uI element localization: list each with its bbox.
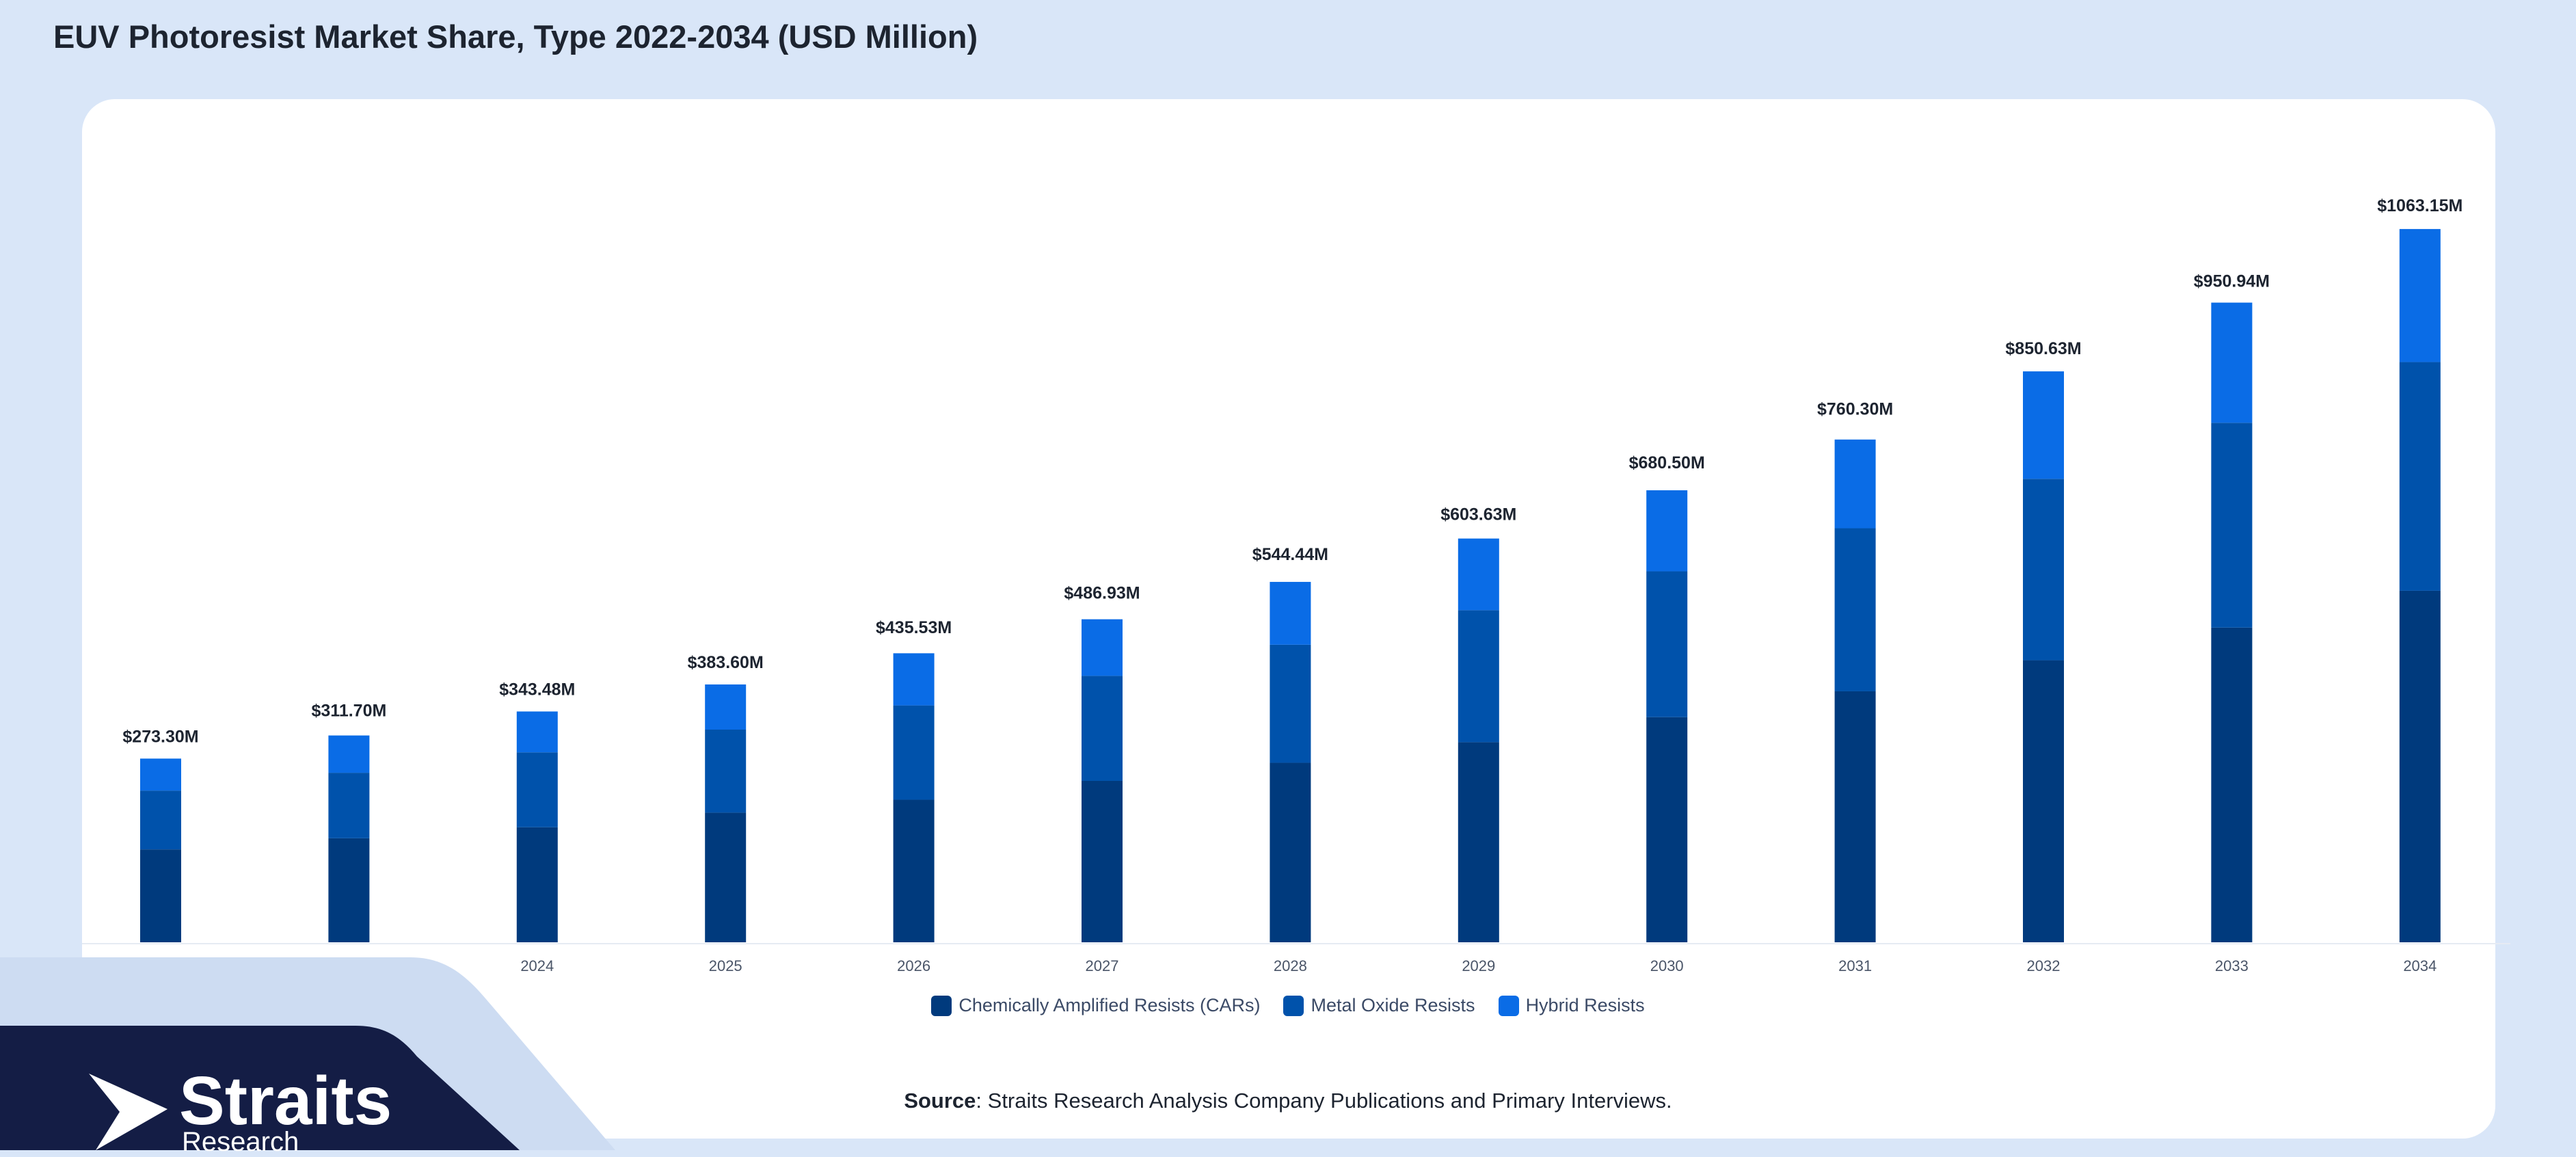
bar-segment-cars-2033 [2211, 627, 2253, 942]
legend-swatch-metal-oxide [1283, 995, 1304, 1016]
bar-segment-hybrid-2033 [2211, 302, 2253, 423]
bar-segment-hybrid-2030 [1646, 490, 1688, 572]
bar-segment-cars-2032 [2023, 660, 2064, 942]
bar-segment-hybrid-2023 [328, 735, 370, 773]
bar-segment-cars-2026 [893, 799, 935, 942]
bar-segment-hybrid-2026 [893, 653, 935, 706]
bar-segment-hybrid-2028 [1270, 581, 1311, 645]
data-label-2029: $603.63M [1440, 505, 1516, 524]
x-tick-label-2031: 2031 [1838, 957, 1872, 974]
data-label-2034: $1063.15M [2377, 196, 2463, 215]
bar-segment-metal-oxide-2026 [893, 705, 935, 800]
bar-segment-metal-oxide-2027 [1082, 676, 1123, 781]
x-tick-label-2026: 2026 [897, 957, 930, 974]
chart-legend: Chemically Amplified Resists (CARs) Meta… [0, 995, 2576, 1016]
data-label-2025: $383.60M [688, 653, 764, 672]
bar-segment-hybrid-2022 [140, 758, 181, 791]
bar-segment-metal-oxide-2032 [2023, 479, 2064, 661]
bar-segment-cars-2023 [328, 838, 370, 942]
x-tick-label-2027: 2027 [1086, 957, 1119, 974]
brand-name: Straits [179, 1063, 392, 1139]
data-label-2031: $760.30M [1817, 400, 1893, 419]
data-label-2032: $850.63M [2005, 339, 2081, 358]
bar-segment-metal-oxide-2023 [328, 773, 370, 838]
legend-label-cars: Chemically Amplified Resists (CARs) [958, 995, 1261, 1015]
x-tick-label-2034: 2034 [2403, 957, 2437, 974]
bar-segment-cars-2030 [1646, 717, 1688, 942]
data-label-2026: $435.53M [876, 618, 952, 637]
bar-segment-metal-oxide-2031 [1834, 528, 1876, 691]
bar-segment-hybrid-2029 [1458, 538, 1499, 611]
data-label-2028: $544.44M [1252, 545, 1328, 564]
data-label-2033: $950.94M [2194, 271, 2270, 291]
bar-segment-cars-2022 [140, 849, 181, 942]
labels-layer: $273.30M2022$311.70M2023$343.48M2024$383… [122, 196, 2463, 974]
legend-item-metal-oxide: Metal Oxide Resists [1283, 995, 1475, 1016]
bar-segment-metal-oxide-2028 [1270, 644, 1311, 763]
brand-sub: Research [182, 1127, 299, 1157]
bar-segment-cars-2028 [1270, 762, 1311, 942]
bars-layer [140, 228, 2441, 942]
data-label-2030: $680.50M [1629, 453, 1705, 473]
data-label-2024: $343.48M [499, 680, 575, 699]
x-tick-label-2030: 2030 [1650, 957, 1684, 974]
bar-segment-hybrid-2024 [516, 711, 558, 753]
bar-segment-hybrid-2034 [2399, 228, 2441, 362]
legend-swatch-cars [931, 995, 952, 1016]
bar-segment-cars-2031 [1834, 691, 1876, 942]
x-tick-label-2033: 2033 [2215, 957, 2249, 974]
bar-segment-hybrid-2025 [705, 684, 747, 730]
x-tick-label-2029: 2029 [1462, 957, 1495, 974]
x-tick-label-2025: 2025 [709, 957, 742, 974]
source-text: : Straits Research Analysis Company Publ… [976, 1089, 1672, 1113]
bar-segment-cars-2029 [1458, 742, 1499, 942]
bar-segment-metal-oxide-2034 [2399, 362, 2441, 591]
bar-segment-hybrid-2031 [1834, 439, 1876, 529]
bar-segment-cars-2024 [516, 827, 558, 942]
bar-segment-metal-oxide-2033 [2211, 423, 2253, 628]
legend-item-hybrid: Hybrid Resists [1498, 995, 1645, 1016]
legend-item-cars: Chemically Amplified Resists (CARs) [931, 995, 1260, 1016]
x-tick-label-2032: 2032 [2027, 957, 2061, 974]
x-tick-label-2028: 2028 [1274, 957, 1307, 974]
brand-logo [0, 957, 629, 1150]
bar-segment-metal-oxide-2029 [1458, 610, 1499, 743]
bar-segment-cars-2027 [1082, 780, 1123, 942]
data-label-2027: $486.93M [1064, 583, 1140, 602]
source-label: Source [904, 1089, 976, 1113]
legend-label-hybrid: Hybrid Resists [1525, 995, 1645, 1015]
bar-segment-hybrid-2032 [2023, 371, 2064, 479]
bar-segment-hybrid-2027 [1082, 619, 1123, 676]
data-label-2023: $311.70M [311, 702, 386, 721]
legend-label-metal-oxide: Metal Oxide Resists [1311, 995, 1475, 1015]
source-note: Source: Straits Research Analysis Compan… [0, 1089, 2576, 1113]
legend-swatch-hybrid [1498, 995, 1519, 1016]
x-tick-label-2024: 2024 [520, 957, 554, 974]
bar-segment-metal-oxide-2030 [1646, 571, 1688, 717]
bar-segment-metal-oxide-2024 [516, 752, 558, 827]
logo-arrow-icon [89, 1074, 167, 1150]
bar-segment-metal-oxide-2022 [140, 790, 181, 850]
bar-segment-cars-2034 [2399, 590, 2441, 942]
bar-segment-cars-2025 [705, 812, 747, 942]
bar-segment-metal-oxide-2025 [705, 730, 747, 813]
data-label-2022: $273.30M [122, 727, 198, 746]
page-title: EUV Photoresist Market Share, Type 2022-… [53, 18, 978, 55]
